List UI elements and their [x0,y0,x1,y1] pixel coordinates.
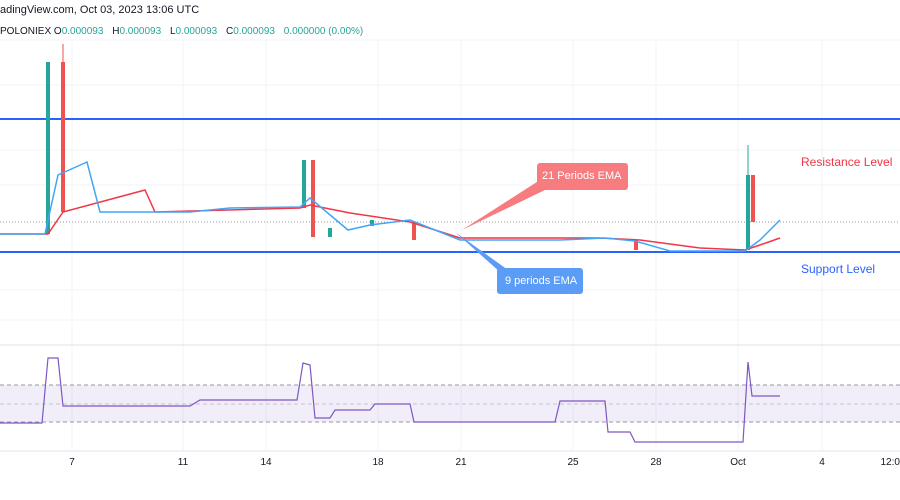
x-tick: 21 [455,457,467,468]
ema-21-line [0,189,781,251]
exchange: POLONIEX [0,26,52,37]
candle-up [328,228,332,237]
chart-header-title: adingView.com, Oct 03, 2023 13:06 UTC [0,4,200,16]
ema21-callout-box [537,163,628,190]
ema9-label: 9 periods EMA [505,275,578,287]
grid [0,39,900,450]
ema-9-line [0,160,781,252]
low-value: 0.000093 [175,26,218,37]
candle-up [746,175,750,250]
rsi-line [0,357,780,443]
ema9-callout-box [497,268,583,294]
x-tick: 14 [260,457,272,468]
change-value: 0.000000 (0.00%) [283,26,364,37]
candle-down [61,62,65,212]
x-tick: 28 [650,457,662,468]
candle-down [751,175,755,222]
candle-up [46,62,50,234]
high-label: H [112,26,120,37]
support-label: Support Level [801,262,876,276]
high-value: 0.000093 [119,26,162,37]
candles [46,44,755,250]
candle-down [311,160,315,237]
ohlc-legend: POLONIEX O0.000093 H0.000093 L0.000093 C… [0,26,369,37]
x-tick: Oct [730,457,746,468]
open-label: O [53,26,62,37]
x-tick: 18 [372,457,384,468]
ema21-callout-pointer [462,180,545,230]
x-tick: 25 [567,457,579,468]
x-tick: 4 [819,457,825,468]
ema9-callout-pointer [455,232,508,272]
close-value: 0.000093 [233,26,275,37]
x-tick: 12:00 [880,457,900,468]
candle-up [302,160,306,208]
candle-down [412,222,416,240]
x-tick: 7 [69,457,75,468]
low-label: L [169,26,176,37]
open-value: 0.000093 [61,26,104,37]
resistance-label: Resistance Level [801,155,893,169]
close-label: C [226,26,234,37]
candle-up [370,220,374,226]
x-tick: 11 [177,457,189,468]
candle-down [634,240,638,250]
ema21-label: 21 Periods EMA [542,170,622,182]
